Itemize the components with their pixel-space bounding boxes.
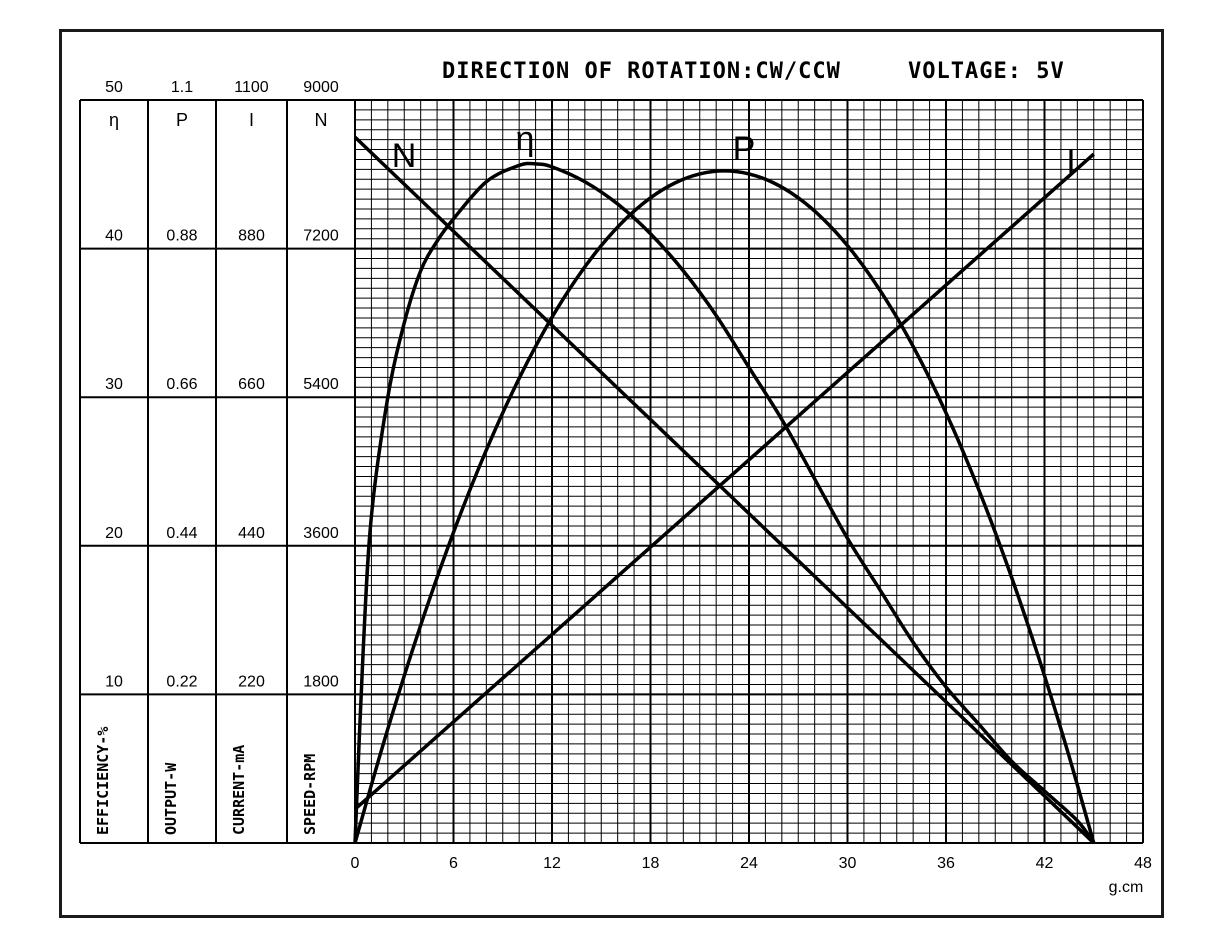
axis-unit-label: SPEED-RPM [301,754,319,835]
axis-tick-label: 7200 [303,228,339,245]
axis-tick-label: 0.88 [166,228,197,245]
axis-top-value: 50 [105,79,123,96]
axis-tick-label: 10 [105,673,123,690]
x-tick-label: 24 [740,855,758,872]
axis-tick-label: 220 [238,673,265,690]
x-tick-label: 12 [543,855,561,872]
axis-unit-label: OUTPUT-W [162,762,180,835]
minor-grid [355,100,1143,843]
axis-tick-label: 30 [105,376,123,393]
axis-top-value: 9000 [303,79,339,96]
axis-tick-label: 3600 [303,525,339,542]
curve-I [353,152,1095,811]
axis-symbol: I [249,110,254,130]
x-tick-label: 30 [839,855,857,872]
axis-tick-label: 0.44 [166,525,197,542]
axis-top-value: 1.1 [171,79,193,96]
axis-tick-label: 440 [238,525,265,542]
curves [353,135,1096,845]
curve-label: η [516,120,535,158]
axis-tick-label: 1800 [303,673,339,690]
axis-unit-label: EFFICIENCY-% [94,727,112,835]
axis-tick-label: 40 [105,228,123,245]
axis-symbol: N [315,110,328,130]
x-tick-label: 18 [642,855,660,872]
axis-tick-label: 660 [238,376,265,393]
axis-tick-label: 5400 [303,376,339,393]
chart-title: DIRECTION OF ROTATION:CW/CCW [442,59,841,84]
curve-label: N [392,137,417,175]
axis-symbol: P [176,110,188,130]
curve-N [353,135,1095,845]
major-grid [80,99,1144,844]
x-tick-label: 0 [351,855,360,872]
axis-tick-label: 880 [238,228,265,245]
x-tick-label: 36 [937,855,955,872]
x-tick-label: 42 [1036,855,1054,872]
axis-unit-label: CURRENT-mA [230,745,248,835]
x-tick-label: 48 [1134,855,1152,872]
axis-tick-label: 0.22 [166,673,197,690]
x-tick-label: 6 [449,855,458,872]
axis-tick-label: 0.66 [166,376,197,393]
curve-label: I [1066,143,1075,181]
axis-top-value: 1100 [234,79,269,96]
chart-frame [59,29,1164,918]
axis-tick-label: 20 [105,525,123,542]
labels: 50 η 40 30 20 10 EFFICIENCY-% 1.1 P 0.88 0.66 0.44 0… [94,59,1152,896]
axis-table [79,100,356,843]
curve-label: P [733,130,756,168]
voltage-label: VOLTAGE: 5V [908,59,1065,84]
axis-symbol: η [109,110,119,130]
x-axis-unit: g.cm [1109,879,1144,896]
curve-P [353,169,1096,844]
